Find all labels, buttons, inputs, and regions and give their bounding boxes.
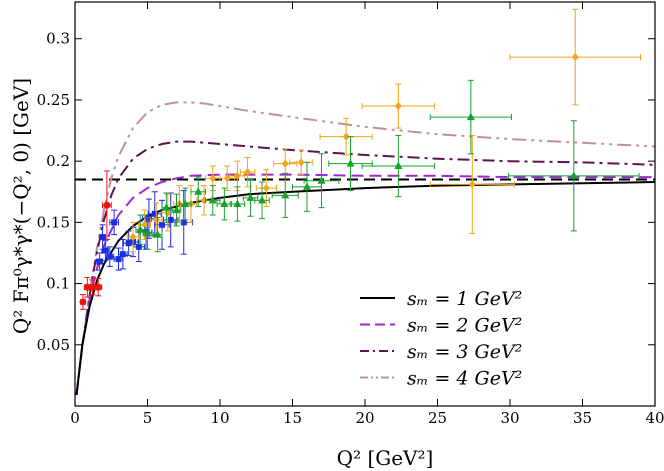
x-axis-label: Q² [GeV²] xyxy=(337,446,434,470)
green-triangle-point xyxy=(142,216,153,250)
y-tick-label: 0.1 xyxy=(46,275,70,293)
green-triangle-point xyxy=(205,185,221,216)
x-tick-label: 20 xyxy=(355,409,374,427)
orange-diamond-point xyxy=(429,134,515,234)
orange-diamond-point xyxy=(361,83,436,129)
orange-diamond-point xyxy=(126,221,140,253)
x-tick-label: 15 xyxy=(283,409,302,427)
orange-diamond-point xyxy=(229,160,246,192)
y-tick-label: 0.3 xyxy=(46,30,70,48)
blue-square-point xyxy=(147,191,162,237)
blue-square-point xyxy=(96,252,104,271)
curve-sm-1 xyxy=(75,181,655,396)
blue-square-point xyxy=(105,246,114,267)
green-triangle-point xyxy=(303,153,340,209)
orange-diamond-point xyxy=(239,156,256,188)
blue-square-point xyxy=(109,209,119,236)
orange-diamond-point xyxy=(319,117,373,156)
red-circle-point xyxy=(102,170,112,241)
green-triangle-point xyxy=(216,187,233,221)
curve-sm-2 xyxy=(75,173,655,396)
x-tick-label: 10 xyxy=(210,409,229,427)
green-triangle-point xyxy=(254,181,270,220)
green-triangle-point xyxy=(429,79,512,155)
orange-diamond-point xyxy=(509,8,641,106)
x-tick-label: 5 xyxy=(143,409,153,427)
green-triangle-point xyxy=(161,192,172,223)
legend-label: sₘ = 3 GeV² xyxy=(407,341,522,363)
y-tick-label: 0.25 xyxy=(37,91,70,109)
green-triangle-point xyxy=(328,136,373,192)
legend-label: sₘ = 1 GeV² xyxy=(407,288,522,310)
experimental-data xyxy=(79,8,641,310)
x-tick-label: 30 xyxy=(500,409,519,427)
legend: sₘ = 1 GeV² sₘ = 2 GeV² sₘ = 3 GeV² sₘ = 4 … xyxy=(360,288,522,390)
legend-label: sₘ = 2 GeV² xyxy=(407,315,522,337)
y-tick-label: 0.15 xyxy=(37,213,70,231)
orange-diamond-point xyxy=(255,169,278,207)
legend-label: sₘ = 4 GeV² xyxy=(407,368,522,390)
plot-frame xyxy=(74,1,656,407)
orange-diamond-point xyxy=(219,165,235,192)
green-triangle-point xyxy=(190,176,206,207)
green-triangle-point xyxy=(271,172,299,218)
green-triangle-point xyxy=(152,216,163,253)
red-circle-point xyxy=(79,294,87,310)
tick-labels: 0 5 10 15 20 25 30 35 40 0.05 0.1 0.15 0.2 0.25 0.3 xyxy=(37,30,664,427)
y-axis-label: Q² Fπ⁰γ*γ*(−Q², 0) [GeV] xyxy=(9,78,33,334)
x-tick-label: 25 xyxy=(428,409,447,427)
blue-square-point xyxy=(162,192,179,248)
x-tick-label: 0 xyxy=(70,409,80,427)
red-circle-point xyxy=(94,278,103,297)
y-tick-label: 0.2 xyxy=(46,152,70,170)
green-triangle-point xyxy=(171,193,182,227)
green-triangle-point xyxy=(292,161,322,212)
x-tick-label: 40 xyxy=(645,409,664,427)
green-triangle-point xyxy=(229,186,246,222)
green-triangle-point xyxy=(135,214,146,245)
green-triangle-point xyxy=(242,179,259,217)
blue-square-point xyxy=(102,240,109,261)
green-triangle-point xyxy=(508,120,640,232)
x-tick-label: 35 xyxy=(573,409,592,427)
blue-square-point xyxy=(118,239,128,270)
curve-sm-3 xyxy=(75,140,655,396)
green-triangle-point xyxy=(178,187,192,221)
y-tick-label: 0.05 xyxy=(37,336,70,354)
green-triangle-point xyxy=(361,134,436,198)
